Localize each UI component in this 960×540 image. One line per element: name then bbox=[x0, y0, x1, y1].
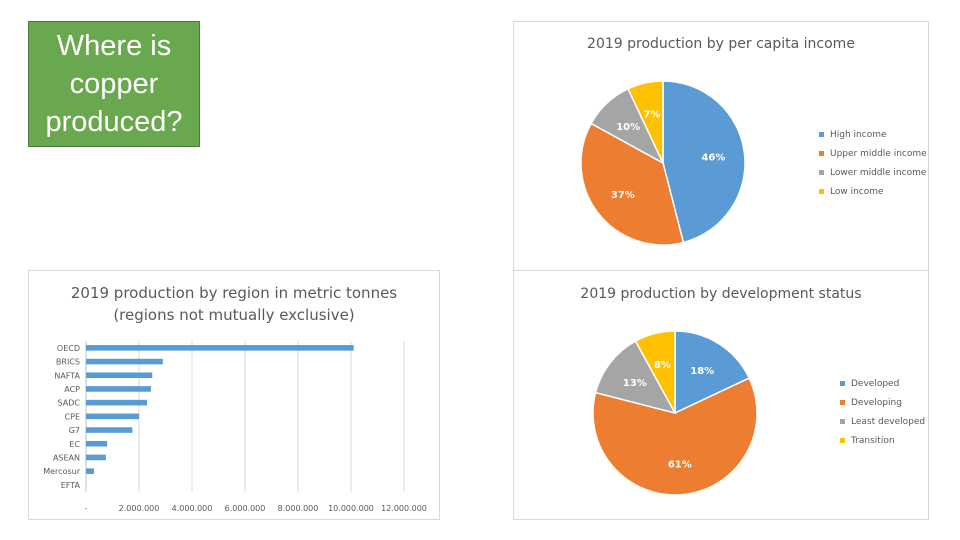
bar-category-label: EFTA bbox=[61, 481, 81, 490]
bar-chart-title-line-1: 2019 production by region in metric tonn… bbox=[70, 284, 398, 302]
income-pie-data-label: 37% bbox=[611, 190, 635, 201]
income-legend-label: Upper middle income bbox=[830, 148, 927, 159]
development-legend-label: Least developed bbox=[851, 416, 926, 427]
development-pie-slice bbox=[634, 330, 676, 414]
region-bar-chart-panel: 2019 production by region in metric tonn… bbox=[28, 270, 440, 520]
heading-text: Where is copper produced? bbox=[45, 30, 183, 138]
development-legend-label: Developed bbox=[851, 378, 900, 389]
development-pie-slice bbox=[674, 330, 751, 415]
bar-category-label: ASEAN bbox=[53, 453, 80, 462]
bar-category-label: CPE bbox=[65, 412, 80, 421]
bar bbox=[86, 427, 133, 433]
income-legend-label: Low income bbox=[830, 186, 884, 197]
bar bbox=[86, 399, 147, 406]
income-legend-label: Lower middle income bbox=[830, 167, 927, 178]
development-pie-data-label: 13% bbox=[623, 378, 647, 389]
bar-tick-label: 2.000.000 bbox=[119, 504, 160, 513]
development-pie-chart: 18% 61% 13% 8% bbox=[592, 330, 758, 496]
development-legend-label: Developing bbox=[851, 397, 902, 408]
income-pie-data-label: 46% bbox=[701, 153, 725, 164]
development-pie-slice bbox=[594, 340, 677, 415]
income-legend-item: High income bbox=[819, 125, 927, 144]
income-pie-chart: 46% 37% 10%7% bbox=[580, 80, 746, 246]
bar-tick-label: 10.000.000 bbox=[328, 504, 374, 513]
bar bbox=[86, 372, 153, 379]
development-legend-swatch bbox=[840, 438, 845, 443]
bar-category-label: NAFTA bbox=[54, 371, 80, 380]
bar-category-label: OECD bbox=[57, 344, 80, 353]
development-pie-data-label: 8% bbox=[654, 360, 671, 371]
development-legend-item: Transition bbox=[840, 431, 925, 450]
development-legend-label: Transition bbox=[851, 435, 895, 446]
bar-category-label: BRICS bbox=[56, 358, 80, 367]
bar-chart-title-line-2: (regions not mutually exclusive) bbox=[113, 306, 355, 324]
development-legend-swatch bbox=[840, 381, 845, 386]
income-legend-swatch bbox=[819, 189, 824, 194]
development-legend-item: Developed bbox=[840, 374, 925, 393]
income-pie-slice bbox=[580, 122, 685, 246]
income-legend-item: Low income bbox=[819, 182, 927, 201]
income-legend-item: Upper middle income bbox=[819, 144, 927, 163]
bar-tick-label: 4.000.000 bbox=[172, 504, 213, 513]
bar bbox=[86, 358, 163, 365]
income-legend-swatch bbox=[819, 170, 824, 175]
region-bar-chart: OECD BRICS NAFTA ACP SADC CPE G7 EC ASEAN Mercosu… bbox=[43, 341, 427, 513]
development-legend-item: Developing bbox=[840, 393, 925, 412]
bar bbox=[86, 468, 94, 474]
heading-box: Where is copper produced? bbox=[28, 21, 200, 147]
development-pie-slice bbox=[592, 377, 758, 496]
bar-category-label: SADC bbox=[58, 399, 81, 408]
income-pie-data-label: 10% bbox=[616, 122, 640, 133]
income-pie-legend: High income Upper middle income Lower midd… bbox=[819, 125, 927, 201]
bar-tick-label: 8.000.000 bbox=[278, 504, 319, 513]
bar-category-label: Mercosur bbox=[43, 467, 80, 476]
bar-tick-label: 12.000.000 bbox=[381, 504, 427, 513]
bar-tick-label: 6.000.000 bbox=[225, 504, 266, 513]
bar bbox=[86, 386, 151, 392]
income-pie-title: 2019 production by per capita income bbox=[587, 36, 855, 52]
development-pie-title: 2019 production by development status bbox=[580, 286, 862, 302]
development-legend-swatch bbox=[840, 400, 845, 405]
bar-tick-label: - bbox=[85, 504, 88, 513]
income-pie-slice bbox=[627, 80, 664, 164]
income-legend-label: High income bbox=[830, 129, 887, 140]
development-pie-data-label: 61% bbox=[668, 460, 692, 471]
development-pie-legend: Developed Developing Least developed Transi… bbox=[840, 374, 925, 450]
development-legend-swatch bbox=[840, 419, 845, 424]
income-legend-swatch bbox=[819, 132, 824, 137]
bar-category-label: EC bbox=[69, 440, 80, 449]
development-legend-item: Least developed bbox=[840, 412, 925, 431]
development-pie-data-label: 18% bbox=[690, 366, 714, 377]
income-pie-slice bbox=[662, 80, 746, 244]
bar bbox=[86, 440, 108, 447]
bar-category-label: ACP bbox=[64, 385, 80, 394]
bar-category-label: G7 bbox=[69, 426, 80, 435]
bar bbox=[86, 454, 106, 461]
bar bbox=[86, 345, 354, 351]
income-legend-swatch bbox=[819, 151, 824, 156]
development-pie-chart-panel: 2019 production by development status 18… bbox=[513, 270, 929, 520]
income-legend-item: Lower middle income bbox=[819, 163, 927, 182]
income-pie-chart-panel: 2019 production by per capita income 46%… bbox=[513, 21, 929, 271]
income-pie-data-label: 7% bbox=[643, 109, 660, 120]
bar bbox=[86, 413, 139, 420]
